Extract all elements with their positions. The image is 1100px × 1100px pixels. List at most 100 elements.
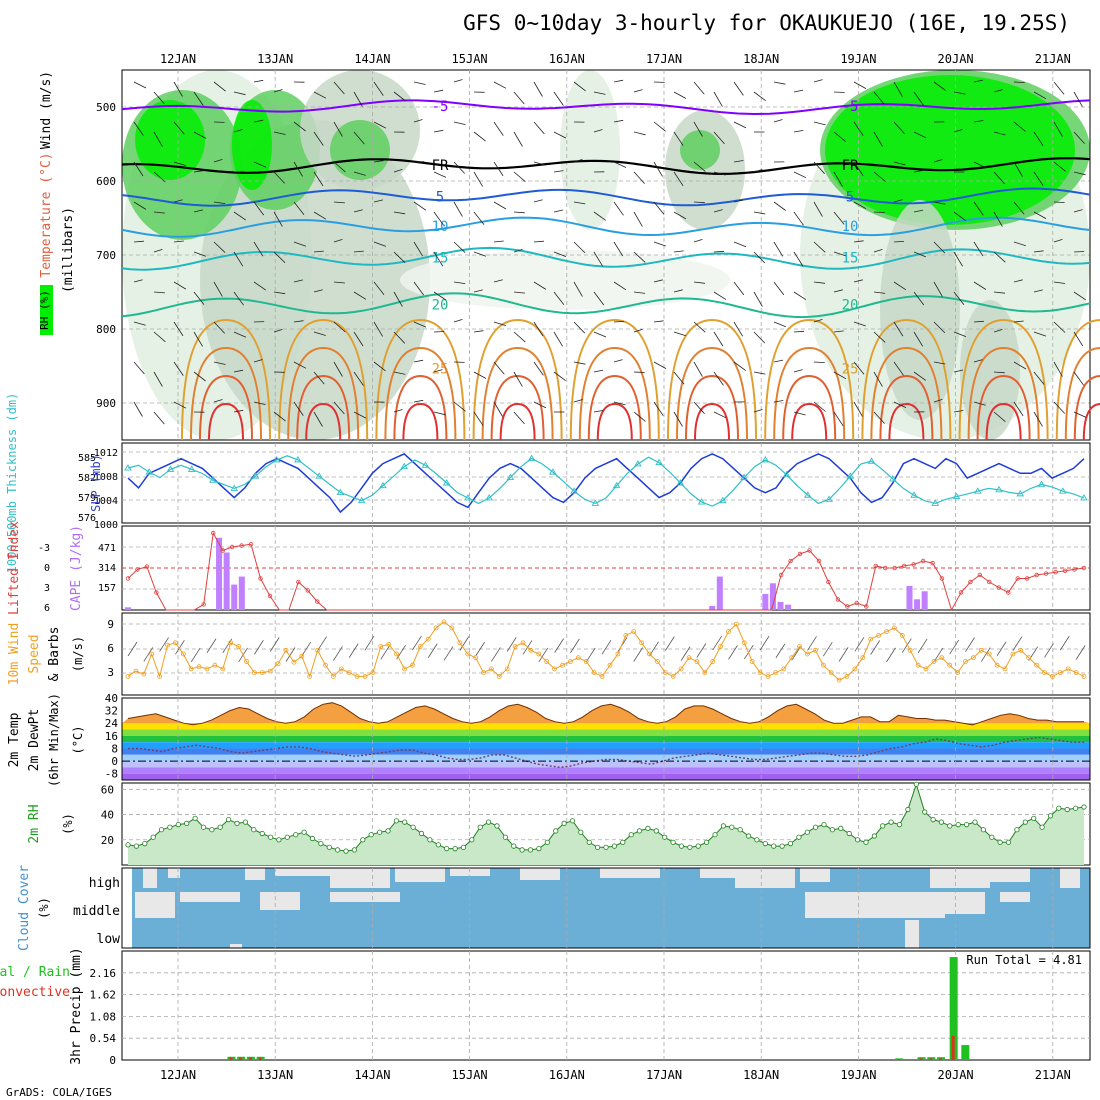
thickness-marker [464,494,472,501]
wind-barb [753,211,766,215]
lifted-marker [267,593,273,599]
rh-marker [930,816,936,823]
wind-barb [913,371,927,381]
wind-barb [973,401,986,406]
wind-barb [693,161,706,172]
wind-barb [933,281,943,297]
wind-barb-10m [380,645,391,660]
wind-barb [153,171,166,183]
temperature-contour-label: FR [432,158,449,174]
rh-marker [142,840,148,847]
wind-speed-marker [338,666,344,672]
wind-speed-line [127,621,1085,681]
temperature-contour [121,157,1091,176]
temperature-contour-arch [305,402,342,441]
wind-barb [633,251,646,263]
wind-barb [193,291,205,305]
wind-barb [313,91,327,99]
wind-barb [673,250,684,253]
temperature-contour-arch [1064,347,1100,441]
wind-barb [613,359,623,363]
cape-bar [914,599,921,610]
wind-barb [233,291,244,306]
wind-barb [793,89,804,93]
cape-bar [762,593,769,610]
wind-speed-marker [433,625,439,631]
rh-marker [276,837,282,843]
wind-speed-marker [607,662,613,668]
wind-barb [453,281,466,284]
wind-barb [753,169,763,173]
wind-speed-marker [1081,674,1087,679]
temperature-contour [121,292,1091,319]
wind-barb [373,281,385,295]
wind-barb [613,119,624,123]
wind-barb [313,250,324,253]
cloud-gap [330,868,390,888]
slp-tick-label: 1012 [94,448,118,459]
wind-barb [133,401,143,417]
rh-shading-region [330,120,390,180]
wind-barb [673,171,684,187]
temperature-tick-label: 0 [111,755,118,768]
lifted-marker [987,579,992,585]
date-label-bottom: 14JAN [354,1068,390,1082]
wind-barb [1033,171,1044,186]
wind-speed-marker [275,661,281,667]
lifted-marker [854,600,859,606]
wind-speed-marker [1010,651,1016,657]
lifted-marker [1006,590,1011,595]
temperature-contour-label: 10 [432,219,449,235]
wind-barb [513,291,526,294]
thickness-marker [400,462,408,470]
wind-barb [893,199,903,203]
wind-barb [553,331,563,347]
wind-barb [153,91,165,105]
wind-speed-marker [370,670,376,675]
wind-barb [453,79,463,83]
rh-marker [410,824,416,830]
wind-barb [833,411,844,427]
wind-speed-marker [1057,670,1063,675]
wind-barb [413,359,424,363]
wind-barb [293,201,305,215]
wind-barb [293,401,304,416]
thickness-marker [506,473,515,481]
rh-marker [444,845,450,852]
rh-marker [544,839,550,845]
temperature-contour-arch [861,318,952,441]
wind-speed-marker [465,651,471,657]
thickness-marker [761,456,770,463]
wind-barb [753,331,766,344]
rh-marker [846,830,852,837]
lifted-marker [835,597,841,602]
lifted-tick-label: 0 [44,563,50,574]
wind-barb [973,120,984,123]
wind-speed-marker [1018,647,1024,653]
wind-barb [493,240,504,243]
wind-barb [813,281,826,284]
rh-marker [762,840,768,847]
thickness-line [127,455,1085,507]
wind-barb [193,170,204,173]
rh-marker [569,818,576,824]
wind-barb [773,201,786,211]
wind-barb [473,131,486,142]
wind-barb [333,401,345,415]
wind-barb [193,209,203,213]
wind-barb-10m [743,644,754,660]
wind-barb [533,161,546,166]
wind-barb [753,291,763,307]
rh-marker [536,845,542,852]
rh-marker [511,843,517,849]
wind-barb [233,129,243,133]
wind-barb [853,201,867,210]
date-label-bottom: 15JAN [452,1068,488,1082]
wind-barb [753,409,763,413]
temperature-tick-label: 8 [111,742,118,755]
thickness-marker [910,491,918,498]
thickness-marker [719,496,727,504]
wind-barb [253,359,263,363]
rh-marker [251,827,257,833]
thickness-marker [209,476,217,483]
